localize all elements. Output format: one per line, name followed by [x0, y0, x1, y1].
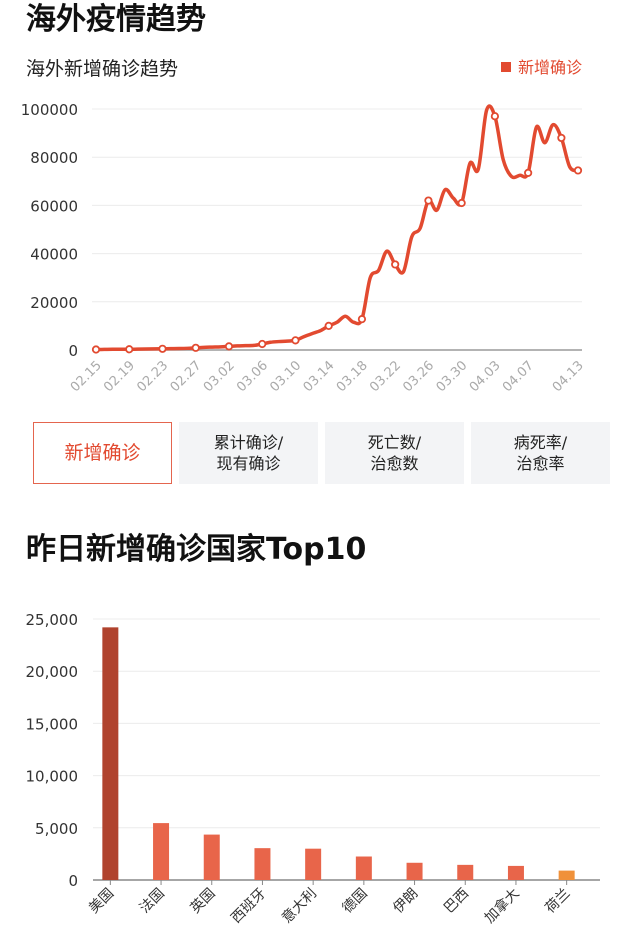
chart-subtitle: 海外新增确诊趋势 — [26, 58, 178, 80]
tab-label: 新增确诊 — [64, 443, 140, 464]
line-chart: 海外新增确诊趋势 新增确诊 0 20000 40000 60000 80000 100000 0… — [0, 40, 640, 410]
x-tick-label: 03.06 — [234, 358, 271, 395]
y-tick-label: 25,000 — [26, 611, 79, 629]
y-tick-label: 60000 — [30, 197, 78, 215]
data-point — [193, 345, 199, 351]
x-tick-label: 04.13 — [550, 358, 587, 395]
series-line-new-confirmed — [96, 106, 578, 350]
x-tick-label: 伊朗 — [390, 886, 421, 917]
bar — [254, 848, 270, 880]
chart-tab-bar: 新增确诊 累计确诊/ 现有确诊 死亡数/ 治愈数 病死率/ 治愈率 — [33, 422, 610, 484]
tab-deaths-recovered[interactable]: 死亡数/ 治愈数 — [325, 422, 464, 484]
y-tick-label: 0 — [68, 342, 78, 360]
data-point — [392, 261, 398, 267]
x-tick-label: 02.19 — [101, 358, 138, 395]
x-tick-label: 03.30 — [434, 358, 471, 395]
tab-label-line2: 治愈率 — [516, 453, 564, 474]
x-tick-label: 德国 — [340, 886, 371, 917]
y-tick-label: 0 — [68, 872, 78, 890]
bar — [153, 823, 169, 880]
data-point — [525, 170, 531, 176]
y-tick-label: 5,000 — [35, 820, 78, 838]
x-tick-label: 加拿大 — [481, 885, 523, 927]
section-title-overseas-trend: 海外疫情趋势 — [26, 0, 206, 38]
x-tick-label: 04.07 — [500, 358, 537, 395]
x-tick-label: 04.03 — [467, 358, 504, 395]
x-tick-label: 03.14 — [301, 358, 338, 395]
x-tick-label: 03.26 — [400, 358, 437, 395]
data-point — [458, 200, 464, 206]
bar-chart: 0 5,000 10,000 15,000 20,000 25,000 美国 法国 英国 西班牙意… — [0, 590, 640, 929]
tab-label-line2: 现有确诊 — [216, 453, 280, 474]
data-point — [492, 113, 498, 119]
bar — [204, 835, 220, 880]
y-tick-label: 40000 — [30, 246, 78, 264]
x-tick-label: 03.10 — [267, 358, 304, 395]
data-point — [259, 341, 265, 347]
bar — [407, 863, 423, 880]
data-point — [159, 346, 165, 352]
bar — [508, 866, 524, 880]
x-tick-label: 美国 — [86, 886, 117, 917]
tab-label-line1: 病死率/ — [514, 432, 567, 453]
data-point — [292, 337, 298, 343]
tab-cumulative-current[interactable]: 累计确诊/ 现有确诊 — [179, 422, 318, 484]
y-tick-label: 100000 — [21, 101, 78, 119]
data-point — [226, 343, 232, 349]
tab-label-line2: 治愈数 — [370, 453, 418, 474]
y-tick-label: 15,000 — [26, 715, 79, 733]
bar — [305, 849, 321, 880]
data-point — [126, 346, 132, 352]
y-tick-label: 20000 — [30, 294, 78, 312]
data-point — [325, 323, 331, 329]
x-tick-label: 02.23 — [134, 358, 171, 395]
legend-swatch — [501, 62, 511, 72]
bar — [356, 857, 372, 880]
x-tick-label: 03.02 — [201, 358, 238, 395]
tab-fatality-recovery-rate[interactable]: 病死率/ 治愈率 — [471, 422, 610, 484]
x-tick-label: 意大利 — [278, 885, 320, 927]
bar — [457, 865, 473, 880]
tab-new-confirmed[interactable]: 新增确诊 — [33, 422, 172, 484]
x-tick-label: 西班牙 — [228, 886, 269, 927]
data-point — [575, 167, 581, 173]
data-point — [93, 346, 99, 352]
x-tick-label: 法国 — [137, 886, 168, 917]
x-tick-label: 巴西 — [441, 886, 472, 917]
y-tick-label: 10,000 — [26, 768, 79, 786]
x-tick-label: 03.22 — [367, 358, 404, 395]
section-title-top10: 昨日新增确诊国家Top10 — [26, 524, 366, 568]
bar — [102, 627, 118, 880]
x-tick-label: 荷兰 — [542, 886, 573, 917]
x-tick-label: 英国 — [187, 885, 219, 917]
data-point — [558, 135, 564, 141]
y-tick-label: 80000 — [30, 149, 78, 167]
y-tick-label: 20,000 — [26, 663, 79, 681]
tab-label-line1: 累计确诊/ — [214, 432, 283, 453]
x-tick-label: 02.27 — [168, 358, 205, 395]
data-point — [359, 316, 365, 322]
x-tick-label: 03.18 — [334, 358, 371, 395]
tab-label-line1: 死亡数/ — [368, 432, 421, 453]
bar — [559, 871, 575, 880]
data-point — [425, 197, 431, 203]
x-tick-label: 02.15 — [68, 358, 105, 395]
legend-label: 新增确诊 — [518, 58, 582, 77]
